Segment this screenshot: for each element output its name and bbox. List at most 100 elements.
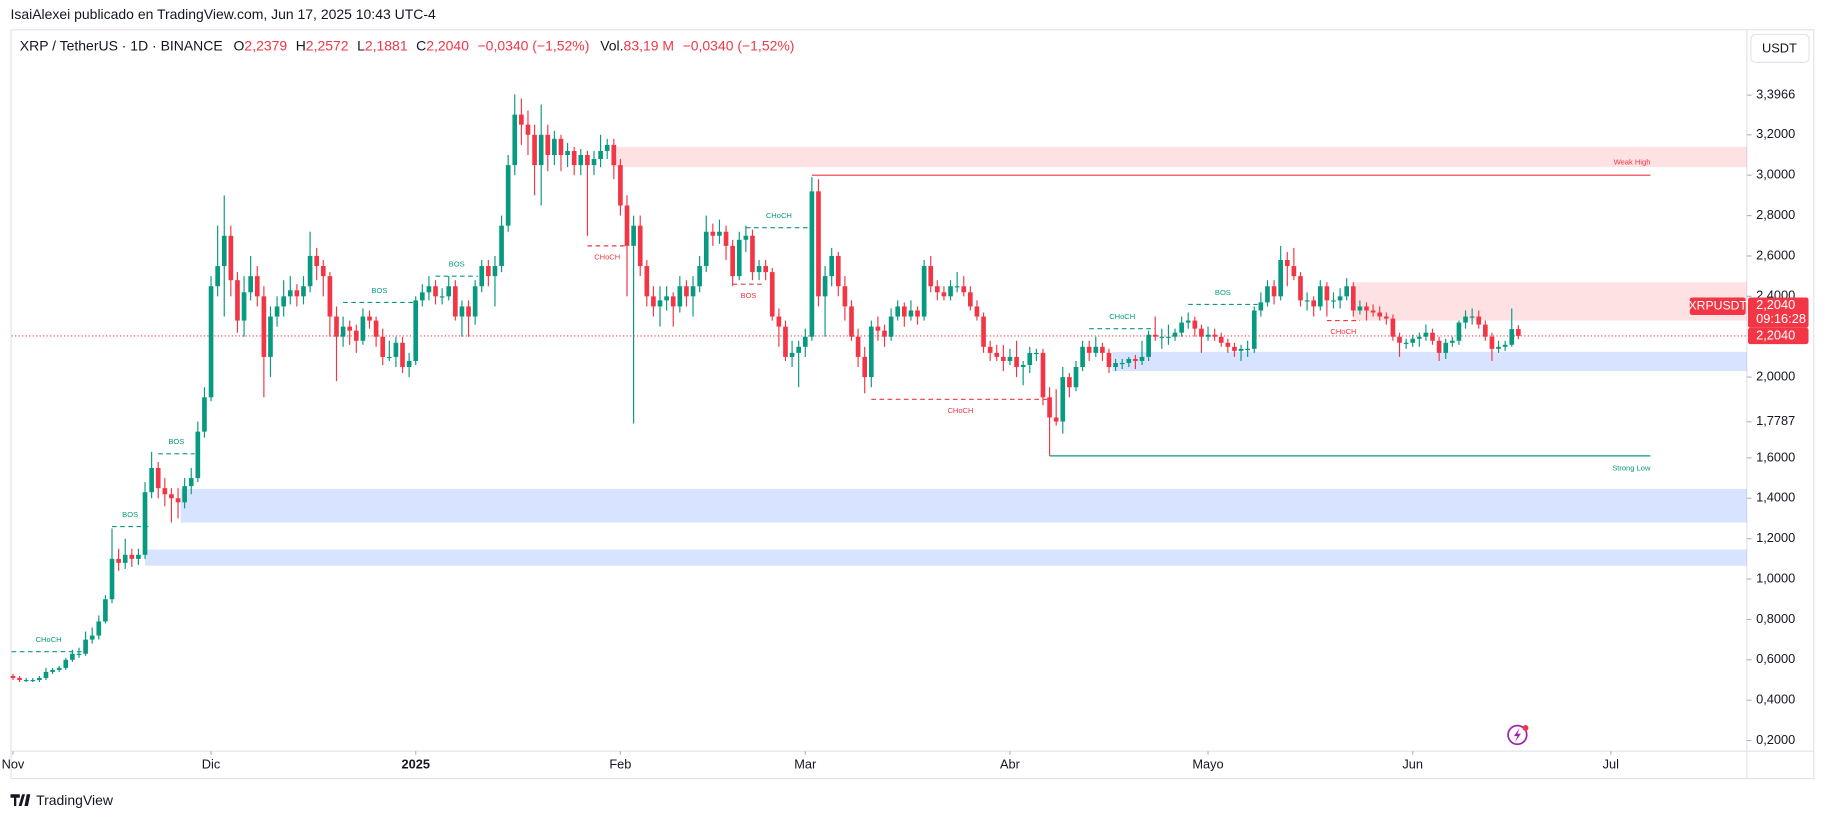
candle-body bbox=[512, 114, 518, 166]
candle-body bbox=[1337, 296, 1343, 301]
y-tick-label: 2,0000 bbox=[1756, 368, 1795, 383]
zone bbox=[611, 146, 1747, 168]
candle-body bbox=[1456, 322, 1462, 341]
candle-body bbox=[1007, 356, 1013, 361]
candle-body bbox=[56, 667, 62, 670]
candle-body bbox=[1463, 316, 1468, 323]
level-label: Weak High bbox=[1614, 157, 1651, 166]
zone bbox=[1112, 351, 1747, 372]
candle-body bbox=[419, 292, 425, 301]
candle-body bbox=[327, 276, 333, 317]
candle-body bbox=[235, 280, 240, 321]
candle-body bbox=[1199, 328, 1204, 337]
candle-body bbox=[1146, 334, 1151, 357]
zone bbox=[1353, 282, 1747, 321]
candle-body bbox=[1483, 324, 1488, 337]
legend-value: 83,19 M bbox=[624, 37, 674, 53]
candle-body bbox=[750, 235, 755, 273]
candle-body bbox=[604, 144, 610, 151]
candle-body bbox=[136, 554, 141, 559]
candle-body bbox=[783, 326, 788, 357]
candle-body bbox=[624, 205, 630, 246]
candle-body bbox=[1271, 286, 1277, 297]
chart-frame bbox=[10, 29, 1815, 780]
icon-ring[interactable] bbox=[1507, 724, 1528, 746]
structure-label: BOS bbox=[449, 260, 465, 269]
structure-label: BOS bbox=[168, 437, 184, 446]
candle-body bbox=[756, 266, 762, 273]
candle-body bbox=[915, 310, 920, 317]
legend-key: H bbox=[296, 37, 306, 53]
candle-body bbox=[287, 290, 293, 297]
candle-body bbox=[274, 306, 280, 317]
icon-dot[interactable] bbox=[1522, 725, 1529, 731]
candle-body bbox=[591, 159, 597, 166]
candle-body bbox=[1304, 300, 1310, 302]
structure-label: BOS bbox=[1215, 288, 1231, 297]
candle-body bbox=[248, 276, 253, 293]
y-tick-label: 2,8000 bbox=[1756, 207, 1795, 222]
candle-body bbox=[30, 679, 36, 682]
brand-logo bbox=[10, 794, 31, 806]
brand-text: TradingView bbox=[36, 792, 114, 808]
candle-body bbox=[1496, 346, 1501, 349]
candle-body bbox=[175, 498, 181, 503]
candle-body bbox=[769, 272, 775, 317]
candle-body bbox=[664, 296, 669, 301]
candle-body bbox=[677, 286, 683, 307]
candle-body bbox=[17, 677, 22, 680]
candle-body bbox=[142, 492, 148, 555]
legend-change: −0,0340 (−1,52%) bbox=[478, 37, 590, 53]
candle-body bbox=[426, 286, 432, 293]
candle-body bbox=[921, 266, 927, 317]
y-tick-label: 0,2000 bbox=[1756, 732, 1795, 747]
legend-key: O bbox=[234, 37, 245, 53]
candle-body bbox=[987, 346, 993, 353]
y-tick-label: 0,6000 bbox=[1756, 651, 1795, 666]
legend-value: 2,2040 bbox=[426, 37, 469, 53]
candle-body bbox=[393, 342, 399, 357]
candle-body bbox=[1278, 259, 1283, 297]
candle-body bbox=[1133, 358, 1138, 361]
structure-label: CHoCH bbox=[1330, 327, 1356, 336]
candle-body bbox=[268, 316, 273, 357]
lightning-icon[interactable] bbox=[1507, 724, 1529, 746]
candle-body bbox=[552, 138, 557, 155]
candle-body bbox=[981, 316, 986, 347]
candle-body bbox=[320, 266, 326, 277]
currency-button[interactable] bbox=[1750, 33, 1810, 63]
candle-body bbox=[433, 286, 438, 297]
candle-body bbox=[37, 677, 42, 680]
candle-body bbox=[1469, 316, 1475, 318]
candle-body bbox=[796, 346, 802, 353]
publisher: IsaiAlexei publicado en TradingView.com,… bbox=[10, 6, 436, 22]
candle-body bbox=[76, 653, 82, 655]
candle-body bbox=[202, 397, 207, 432]
candle-body bbox=[360, 316, 366, 341]
candle-body bbox=[657, 300, 663, 307]
currency-label[interactable]: USDT bbox=[1762, 40, 1797, 55]
icon-bolt[interactable] bbox=[1513, 727, 1521, 742]
candle-body bbox=[1324, 286, 1330, 301]
legend-value: 2,1881 bbox=[365, 37, 408, 53]
candle-body bbox=[162, 488, 168, 495]
candle-body bbox=[1080, 346, 1085, 368]
candle-body bbox=[1126, 358, 1132, 363]
candle-body bbox=[386, 356, 392, 359]
candle-body bbox=[116, 558, 121, 563]
structure-label: BOS bbox=[122, 510, 138, 519]
candle-body bbox=[347, 326, 353, 331]
candle-body bbox=[472, 286, 478, 317]
candle-body bbox=[776, 316, 782, 327]
candle-body bbox=[538, 134, 544, 166]
brand: TradingView bbox=[10, 792, 114, 808]
candle-body bbox=[1370, 310, 1376, 313]
x-tick-label: Jul bbox=[1603, 757, 1619, 772]
candle-body bbox=[1430, 332, 1435, 341]
candle-body bbox=[1020, 364, 1026, 368]
y-tick-label: 3,2000 bbox=[1756, 126, 1795, 141]
candle-body bbox=[1416, 336, 1422, 339]
candle-body bbox=[611, 144, 617, 166]
candle-body bbox=[631, 225, 636, 246]
